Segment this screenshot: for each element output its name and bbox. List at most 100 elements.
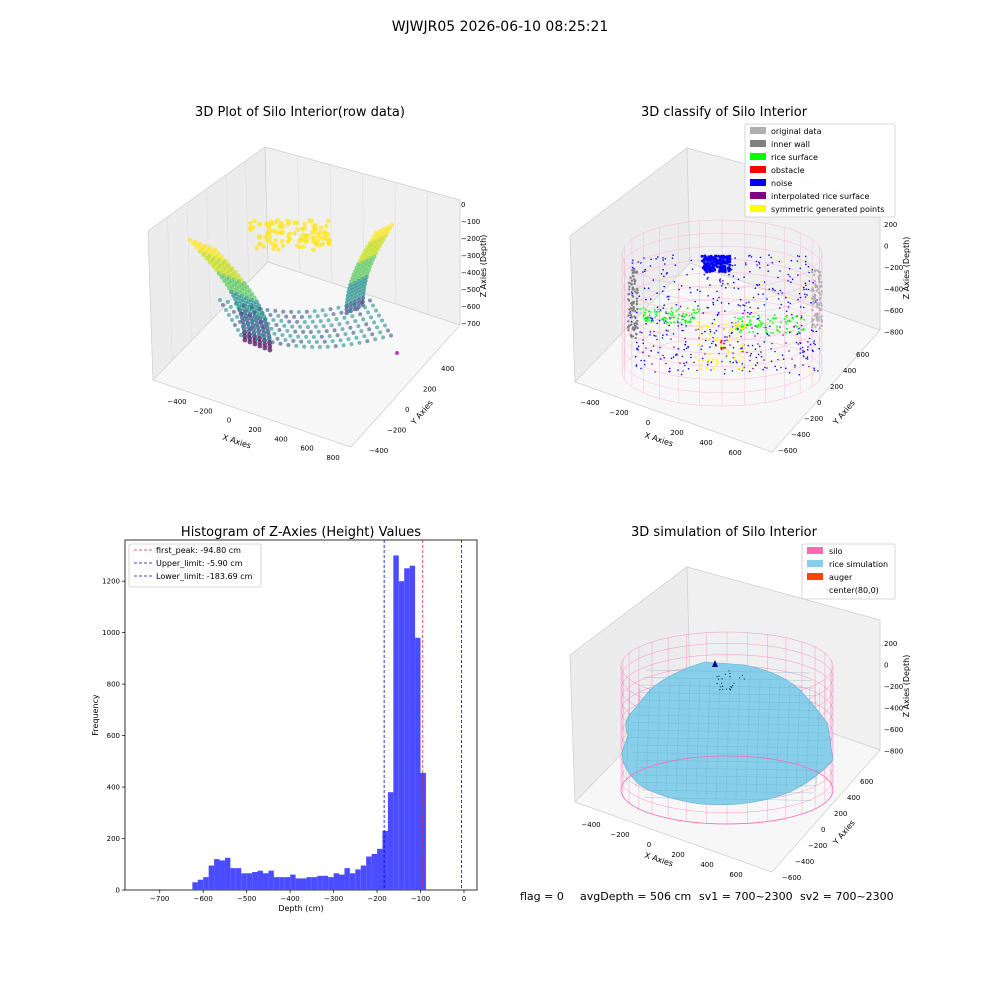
raw-point <box>257 343 263 349</box>
classify-rice-point <box>644 311 646 314</box>
simulation-auger-point <box>717 678 720 680</box>
classify-noise-point <box>699 290 701 293</box>
classify-symmetric-point <box>698 324 701 327</box>
classify-noise-point <box>701 332 703 335</box>
simulation-auger-point <box>718 675 720 677</box>
raw-point <box>269 326 274 331</box>
classify-wall-point <box>813 273 816 277</box>
classify-ylabel: Y Axies <box>831 398 857 427</box>
raw-point <box>259 333 264 338</box>
raw-point <box>334 317 339 322</box>
classify-noise-point <box>643 363 646 366</box>
raw-point <box>249 305 254 310</box>
raw-point <box>254 299 259 305</box>
classify-rice-point <box>737 320 740 323</box>
raw-point <box>361 251 366 257</box>
classify-rice-point <box>644 319 647 322</box>
classify-rice-point <box>646 320 648 322</box>
classify-interp-point <box>754 335 756 337</box>
classify-noise-point <box>752 296 755 299</box>
classify-symmetric-point <box>742 321 746 324</box>
classify-symmetric-point <box>742 349 745 352</box>
raw-point <box>252 218 257 224</box>
classify-wall-point <box>631 288 634 291</box>
raw-scatter-z-tick: −400 <box>461 269 480 277</box>
classify-wall-point <box>635 302 639 306</box>
raw-point <box>363 248 368 253</box>
classify-rice-point <box>670 307 673 310</box>
raw-point <box>236 328 240 332</box>
classify-interp-point <box>668 370 670 373</box>
classify-interp-point <box>785 342 787 344</box>
classify-wall-point <box>635 325 638 328</box>
classify-noise-point <box>764 366 766 369</box>
raw-point <box>360 295 366 301</box>
classify-noise-point <box>749 254 751 257</box>
raw-point <box>385 224 391 230</box>
raw-point <box>344 304 349 309</box>
raw-point <box>294 227 300 232</box>
raw-point <box>280 243 286 249</box>
classify-noise-point <box>669 367 671 370</box>
raw-point <box>320 241 326 247</box>
raw-point <box>320 308 325 313</box>
raw-point <box>254 336 259 341</box>
classify-symmetric-point <box>719 344 723 347</box>
classify-symmetric-point <box>741 366 744 369</box>
classify-noise-point <box>690 356 692 359</box>
raw-point <box>293 329 298 334</box>
classify-noise-point <box>700 348 702 351</box>
classify-wall-point <box>812 323 816 326</box>
classify-noise-point <box>796 255 799 257</box>
classify-noise-point <box>813 340 815 342</box>
classify-noise-point <box>709 330 712 333</box>
classify-noise-point <box>662 307 665 309</box>
classify-noise-point <box>758 263 761 265</box>
status-flag: flag = 0 <box>520 890 564 903</box>
raw-point <box>351 330 356 335</box>
raw-scatter-zlabel: Z Axies (Depth) <box>479 235 488 298</box>
classify-noise-point <box>672 333 675 335</box>
raw-point <box>263 316 268 321</box>
classify-noise-point <box>680 285 683 287</box>
classify-symmetric-point <box>697 343 700 346</box>
classify-noise-point <box>719 281 722 283</box>
classify-noise-point <box>703 273 706 276</box>
classify-interp-point <box>799 341 801 344</box>
simulation-mesh-line <box>635 767 821 771</box>
classify-rice-point <box>765 331 768 333</box>
classify-x-tick: −200 <box>609 409 628 417</box>
classify-symmetric-point <box>705 325 708 328</box>
classify-y-tick: −600 <box>778 447 797 455</box>
raw-point <box>346 289 351 295</box>
simulation-mesh-line <box>639 782 817 786</box>
classify-noise-point <box>650 258 652 261</box>
histogram-x-tick: −200 <box>367 895 386 903</box>
classify-rice-point <box>684 320 687 323</box>
classify-rice-point <box>685 314 688 316</box>
classify-rice-point <box>735 328 737 331</box>
raw-point <box>290 324 295 329</box>
classify-wall-point <box>634 279 637 282</box>
classify-y-tick: −400 <box>791 431 810 439</box>
classify-noise-point <box>659 309 662 311</box>
raw-scatter-x-tick: 200 <box>248 426 261 434</box>
simulation-mesh-line <box>625 689 631 786</box>
simulation-mesh-line <box>755 679 761 796</box>
classify-noise-point <box>781 292 783 294</box>
classify-noise-point <box>745 264 747 266</box>
classify-noise-point <box>652 279 655 281</box>
classify-noise-point <box>723 270 727 273</box>
raw-point <box>301 244 306 250</box>
classify-wall-point <box>627 329 630 332</box>
classify-wall-point <box>627 281 631 285</box>
classify-y-tick: 400 <box>843 367 856 375</box>
raw-point <box>322 339 327 344</box>
classify-wall-point <box>819 301 822 305</box>
classify-noise-point <box>700 254 704 258</box>
classify-rice-point <box>760 323 763 325</box>
classify-interp-point <box>695 329 697 331</box>
classify-wall-point <box>813 280 816 283</box>
classify-interp-point <box>768 334 770 337</box>
histogram-y-tick: 200 <box>107 835 120 843</box>
